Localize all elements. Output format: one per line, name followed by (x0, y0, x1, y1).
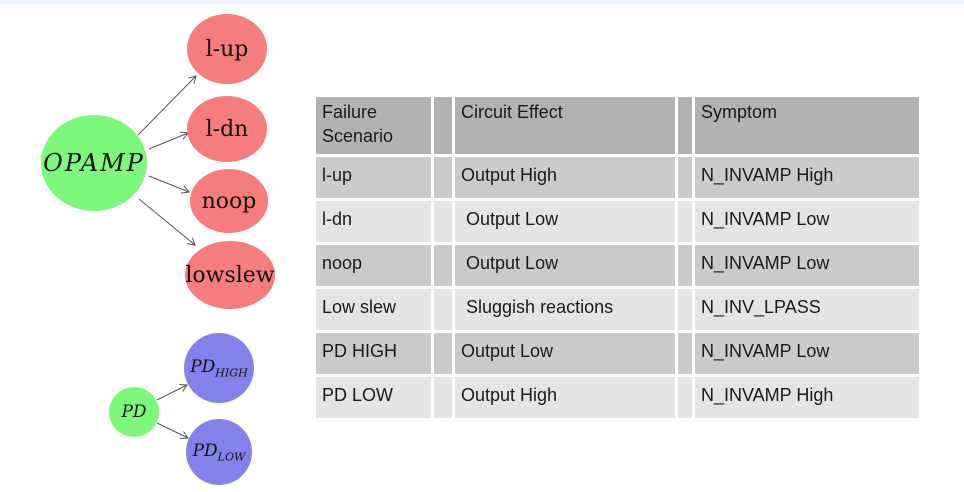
cell-symptom: N_INVAMP High (695, 377, 919, 418)
cell-symptom: N_INVAMP Low (695, 245, 919, 286)
edge-opamp-ldn (148, 133, 188, 150)
cell-failure-scenario: PD HIGH (316, 333, 431, 374)
cell-spacer (434, 289, 452, 330)
cell-circuit-effect: Sluggish reactions (455, 289, 675, 330)
node-noop-label: noop (201, 188, 257, 214)
table-row: Low slew Sluggish reactions N_INV_LPASS (316, 289, 919, 330)
node-pd-low-label: PDLOW (192, 441, 246, 464)
node-l-dn-label: l-dn (205, 116, 249, 142)
edge-opamp-noop (148, 175, 189, 192)
table-row: l-dn Output Low N_INVAMP Low (316, 201, 919, 242)
edge-opamp-lowslew (138, 198, 195, 245)
cell-circuit-effect: Output High (455, 157, 675, 198)
cell-spacer (434, 157, 452, 198)
node-noop: noop (190, 169, 268, 233)
cell-failure-scenario: noop (316, 245, 431, 286)
edge-pd-pdhigh (156, 385, 187, 401)
cell-failure-scenario: l-up (316, 157, 431, 198)
cell-spacer (434, 245, 452, 286)
cell-failure-scenario: PD LOW (316, 377, 431, 418)
node-l-up-label: l-up (205, 36, 249, 62)
header-spacer-2 (678, 97, 692, 154)
header-spacer-1 (434, 97, 452, 154)
cell-symptom: N_INV_LPASS (695, 289, 919, 330)
node-pd-high-subscript: HIGH (215, 366, 248, 380)
header-failure-scenario: Failure Scenario (316, 97, 431, 154)
cell-failure-scenario: l-dn (316, 201, 431, 242)
cell-spacer (678, 289, 692, 330)
cell-spacer (678, 377, 692, 418)
cell-circuit-effect: Output Low (455, 333, 675, 374)
edge-pd-pdlow (156, 422, 188, 438)
failure-table: Failure Scenario Circuit Effect Symptom … (313, 94, 922, 421)
node-pd: PD (109, 387, 159, 437)
node-l-dn: l-dn (187, 96, 267, 162)
node-pd-high: PDHIGH (184, 333, 254, 403)
node-opamp-label: OPAMP (43, 149, 145, 177)
cell-failure-scenario: Low slew (316, 289, 431, 330)
node-pd-low: PDLOW (186, 419, 252, 485)
node-pd-label: PD (121, 402, 147, 422)
node-lowslew-label: lowslew (185, 262, 275, 288)
cell-spacer (678, 201, 692, 242)
cell-circuit-effect: Output High (455, 377, 675, 418)
node-pd-low-subscript: LOW (217, 450, 246, 464)
cell-spacer (434, 333, 452, 374)
node-pd-high-label: PDHIGH (190, 357, 248, 380)
header-circuit-effect: Circuit Effect (455, 97, 675, 154)
table-row: PD HIGH Output Low N_INVAMP Low (316, 333, 919, 374)
cell-circuit-effect: Output Low (455, 245, 675, 286)
table-row: PD LOW Output High N_INVAMP High (316, 377, 919, 418)
cell-spacer (434, 201, 452, 242)
top-strip (0, 0, 964, 4)
table-header-row: Failure Scenario Circuit Effect Symptom (316, 97, 919, 154)
cell-spacer (678, 157, 692, 198)
cell-spacer (434, 377, 452, 418)
cell-symptom: N_INVAMP Low (695, 333, 919, 374)
cell-spacer (678, 333, 692, 374)
table-row: noop Output Low N_INVAMP Low (316, 245, 919, 286)
node-opamp: OPAMP (41, 115, 147, 211)
cell-spacer (678, 245, 692, 286)
table-row: l-up Output High N_INVAMP High (316, 157, 919, 198)
cell-circuit-effect: Output Low (455, 201, 675, 242)
header-symptom: Symptom (695, 97, 919, 154)
cell-symptom: N_INVAMP High (695, 157, 919, 198)
node-lowslew: lowslew (185, 241, 275, 309)
node-l-up: l-up (187, 14, 267, 84)
cell-symptom: N_INVAMP Low (695, 201, 919, 242)
